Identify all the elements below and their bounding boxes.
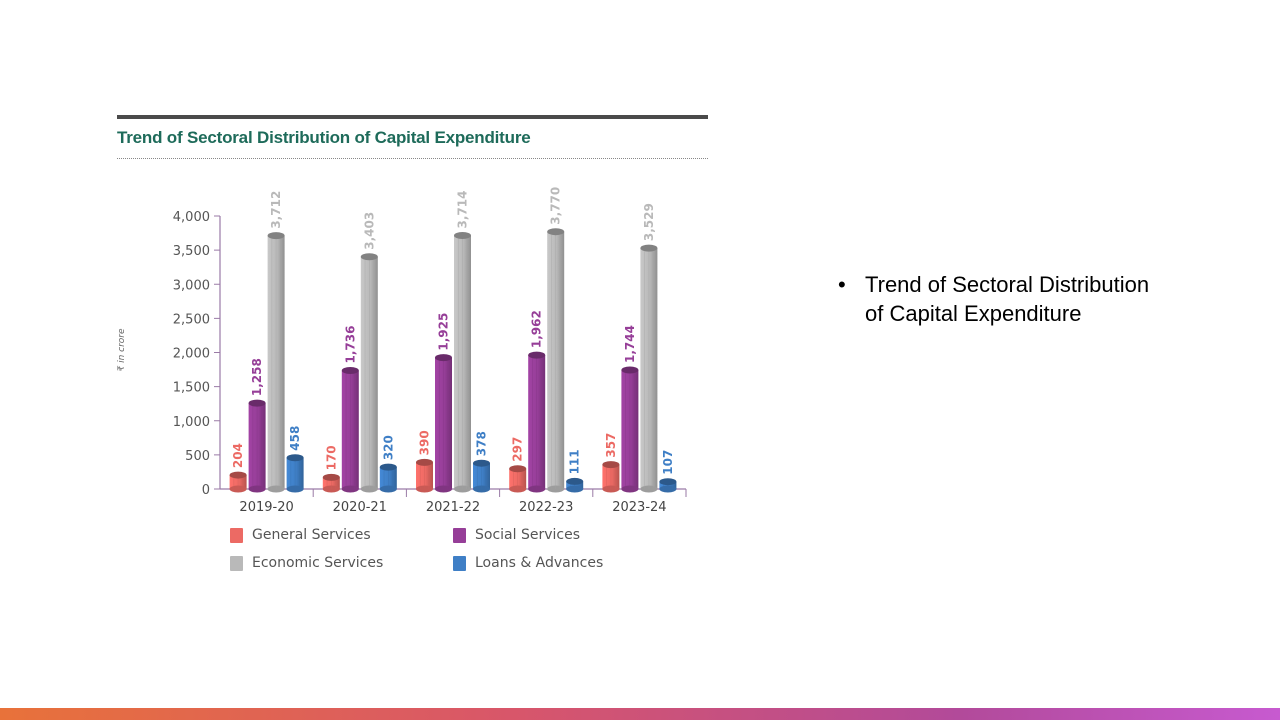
y-tick-label: 500 — [185, 449, 210, 464]
bullet-marker: • — [838, 272, 846, 297]
x-tick-label: 2020-21 — [333, 500, 387, 515]
bar-economic-services-2021-22 — [454, 232, 471, 493]
legend-label: Loans & Advances — [475, 555, 604, 571]
bar-top — [286, 454, 304, 462]
y-tick-label: 2,500 — [173, 312, 210, 327]
data-label: 1,736 — [343, 326, 357, 364]
bar-top — [454, 232, 471, 240]
data-label: 378 — [475, 431, 489, 456]
data-label: 1,962 — [530, 310, 544, 348]
bar-top — [229, 471, 247, 479]
bar-general-services-2021-22 — [416, 458, 433, 493]
data-label: 204 — [231, 443, 245, 468]
data-label: 3,403 — [362, 212, 376, 250]
legend-item-loans-advances: Loans & Advances — [453, 555, 603, 571]
x-tick-label: 2019-20 — [239, 500, 293, 515]
bullet-item: Trend of Sectoral Distribution of Capita… — [865, 272, 1150, 326]
legend-label: Economic Services — [252, 555, 384, 571]
bar-top — [360, 253, 378, 261]
data-label: 357 — [604, 433, 618, 458]
y-tick-label: 2,000 — [173, 347, 210, 362]
data-label: 3,714 — [456, 191, 470, 229]
data-label: 170 — [324, 445, 338, 470]
bar-loans-advances-2019-20 — [286, 454, 304, 493]
bar-general-services-2020-21 — [322, 473, 340, 493]
x-tick-label: 2022-23 — [519, 500, 573, 515]
bar-top — [528, 351, 546, 359]
y-axis-label: ₹ in crore — [117, 328, 127, 372]
bar-top — [341, 367, 359, 375]
chart-title-divider — [117, 158, 708, 159]
bar-economic-services-2022-23 — [547, 228, 565, 493]
y-tick-label: 3,500 — [173, 244, 210, 259]
bar-general-services-2023-24 — [602, 461, 620, 493]
bar-social-services-2020-21 — [341, 367, 359, 493]
legend-label: Social Services — [475, 527, 580, 543]
bar-economic-services-2023-24 — [640, 244, 658, 493]
bar-social-services-2022-23 — [528, 351, 546, 493]
chart-top-rule — [117, 115, 708, 119]
data-label: 107 — [661, 450, 675, 475]
legend-item-social-services: Social Services — [453, 527, 580, 543]
bar-economic-services-2020-21 — [360, 253, 378, 493]
legend-item-general-services: General Services — [230, 527, 371, 543]
bar-loans-advances-2020-21 — [379, 463, 397, 493]
bar-top — [322, 473, 340, 481]
data-label: 297 — [511, 437, 525, 462]
bar-top — [379, 463, 397, 471]
bar-social-services-2023-24 — [621, 366, 639, 493]
chart-legend: General Services Social Services Economi… — [230, 527, 650, 587]
bar-top — [416, 458, 433, 466]
x-tick-label: 2023-24 — [612, 500, 666, 515]
bar-loans-advances-2023-24 — [659, 478, 677, 493]
data-label: 1,258 — [250, 358, 264, 396]
data-label: 458 — [288, 426, 302, 451]
y-tick-label: 1,500 — [173, 381, 210, 396]
bar-top — [566, 477, 584, 485]
bar-top — [435, 354, 452, 362]
bar-top — [248, 399, 266, 407]
legend-label: General Services — [252, 527, 371, 543]
legend-swatch-social-services — [453, 527, 466, 543]
bar-top — [547, 228, 565, 236]
y-tick-label: 1,000 — [173, 415, 210, 430]
y-tick-label: 0 — [202, 483, 210, 498]
bar-top — [602, 461, 620, 469]
bar-social-services-2021-22 — [435, 354, 452, 493]
data-label: 1,925 — [437, 313, 451, 351]
data-label: 3,770 — [549, 187, 563, 225]
legend-swatch-general-services — [230, 527, 243, 543]
footer-gradient-bar — [0, 708, 1280, 720]
bar-top — [640, 244, 658, 252]
bar-social-services-2019-20 — [248, 399, 266, 493]
y-tick-label: 3,000 — [173, 278, 210, 293]
bar-loans-advances-2022-23 — [566, 477, 584, 493]
data-label: 3,712 — [269, 191, 283, 229]
bar-top — [509, 465, 527, 473]
legend-swatch-economic-services — [230, 555, 243, 571]
data-label: 1,744 — [623, 325, 637, 363]
legend-swatch-loans-advances — [453, 555, 466, 571]
bar-top — [659, 478, 677, 486]
y-tick-label: 4,000 — [173, 210, 210, 225]
bar-top — [621, 366, 639, 374]
data-label: 111 — [568, 449, 582, 474]
bar-top — [267, 232, 285, 240]
bar-general-services-2019-20 — [229, 471, 247, 493]
bar-top — [473, 459, 490, 467]
data-label: 390 — [418, 430, 432, 455]
legend-item-economic-services: Economic Services — [230, 555, 383, 571]
data-label: 320 — [381, 435, 395, 460]
data-label: 3,529 — [642, 203, 656, 241]
bar-economic-services-2019-20 — [267, 232, 285, 493]
bar-general-services-2022-23 — [509, 465, 527, 493]
x-tick-label: 2021-22 — [426, 500, 480, 515]
chart-title: Trend of Sectoral Distribution of Capita… — [117, 128, 531, 147]
bar-loans-advances-2021-22 — [473, 459, 490, 493]
